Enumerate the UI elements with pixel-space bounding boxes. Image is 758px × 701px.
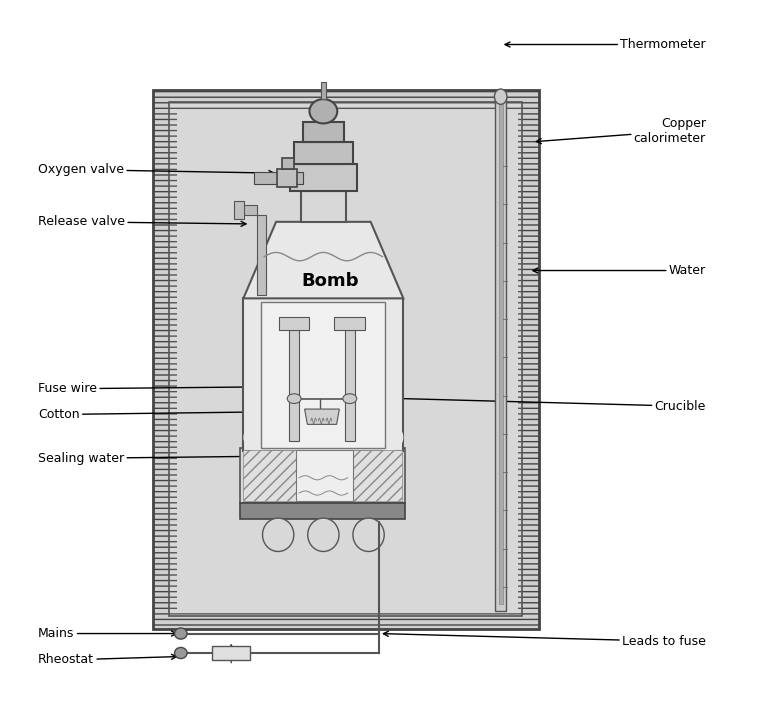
Ellipse shape: [174, 628, 187, 639]
Text: Mains: Mains: [38, 627, 177, 640]
Bar: [277, 169, 297, 187]
Bar: [240, 503, 406, 519]
Text: Thermometer: Thermometer: [505, 38, 706, 51]
Bar: [169, 102, 522, 616]
Bar: [233, 201, 244, 219]
Text: Leads to fuse: Leads to fuse: [384, 632, 706, 648]
Bar: [301, 191, 346, 222]
Text: Rheostat: Rheostat: [38, 653, 177, 667]
Bar: [236, 205, 257, 215]
Bar: [334, 317, 365, 329]
Bar: [240, 448, 406, 503]
Bar: [261, 302, 384, 448]
Bar: [177, 111, 518, 611]
Polygon shape: [243, 222, 403, 299]
Text: Crucible: Crucible: [377, 395, 706, 413]
Bar: [290, 329, 299, 441]
Ellipse shape: [309, 99, 337, 123]
Bar: [212, 646, 250, 660]
Ellipse shape: [375, 423, 403, 451]
Text: Fuse wire: Fuse wire: [38, 382, 280, 395]
Bar: [294, 142, 352, 164]
Bar: [243, 450, 402, 501]
Ellipse shape: [353, 518, 384, 552]
Bar: [302, 123, 344, 142]
Text: Bomb: Bomb: [302, 272, 359, 290]
Bar: [296, 450, 352, 501]
Bar: [495, 97, 506, 611]
Ellipse shape: [494, 89, 507, 104]
Ellipse shape: [174, 648, 187, 658]
Polygon shape: [305, 409, 340, 424]
Ellipse shape: [308, 518, 339, 552]
Bar: [345, 329, 355, 441]
Text: Water: Water: [533, 264, 706, 277]
Bar: [153, 90, 539, 629]
Bar: [243, 299, 403, 451]
Bar: [499, 104, 503, 604]
Bar: [254, 172, 302, 184]
Bar: [321, 82, 326, 100]
Text: Release valve: Release valve: [38, 215, 246, 229]
Bar: [290, 164, 357, 191]
Ellipse shape: [262, 518, 294, 552]
Ellipse shape: [287, 394, 301, 404]
Bar: [282, 158, 294, 169]
Text: Copper
calorimeter: Copper calorimeter: [537, 118, 706, 145]
Text: Cotton: Cotton: [38, 408, 274, 421]
Ellipse shape: [243, 423, 271, 451]
Bar: [257, 215, 265, 295]
Text: Sealing water: Sealing water: [38, 451, 263, 465]
Bar: [279, 317, 309, 329]
Text: Oxygen valve: Oxygen valve: [38, 163, 274, 176]
Ellipse shape: [343, 394, 357, 404]
